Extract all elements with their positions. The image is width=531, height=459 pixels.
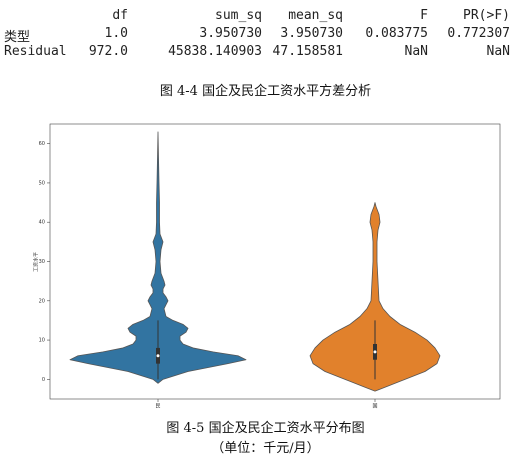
table-cell: df [112, 8, 128, 23]
y-axis-label: 工资水平 [33, 252, 40, 272]
table-cell: NaN [486, 44, 510, 59]
y-tick-label: 0 [42, 377, 45, 383]
table-cell: F [420, 8, 428, 23]
table-cell: sum_sq [215, 8, 262, 23]
median [156, 354, 160, 358]
figure-caption: 图 4-5 国企及民企工资水平分布图 [166, 421, 365, 436]
x-tick-label: 国 [372, 404, 377, 410]
y-tick-label: 40 [39, 220, 45, 226]
table-cell: Residual [4, 44, 67, 59]
median [373, 350, 377, 354]
y-tick-label: 50 [39, 180, 45, 186]
table-cell: mean_sq [288, 8, 343, 23]
y-tick-label: 30 [39, 259, 45, 265]
table-cell: 47.158581 [272, 44, 343, 59]
table-cell: 类型 [4, 30, 31, 45]
violin [69, 131, 247, 384]
table-cell: 3.950730 [199, 26, 262, 41]
table-cell: 45838.140903 [168, 44, 262, 59]
y-tick-label: 10 [39, 338, 45, 344]
table-cell: 972.0 [88, 44, 128, 59]
table-cell: PR(>F) [463, 8, 510, 23]
y-tick-label: 20 [39, 298, 45, 304]
table-cell: NaN [404, 44, 428, 59]
table-cell: 0.772307 [447, 26, 510, 41]
violin [309, 202, 441, 392]
y-tick-label: 60 [39, 141, 45, 147]
table-cell: 3.950730 [280, 26, 343, 41]
table-cell: 1.0 [104, 26, 128, 41]
table-caption: 图 4-4 国企及民企工资水平方差分析 [159, 84, 372, 99]
table-cell: 0.083775 [365, 26, 428, 41]
x-tick-label: 民 [155, 404, 160, 410]
unit-caption: （单位：千元/月） [211, 441, 320, 456]
